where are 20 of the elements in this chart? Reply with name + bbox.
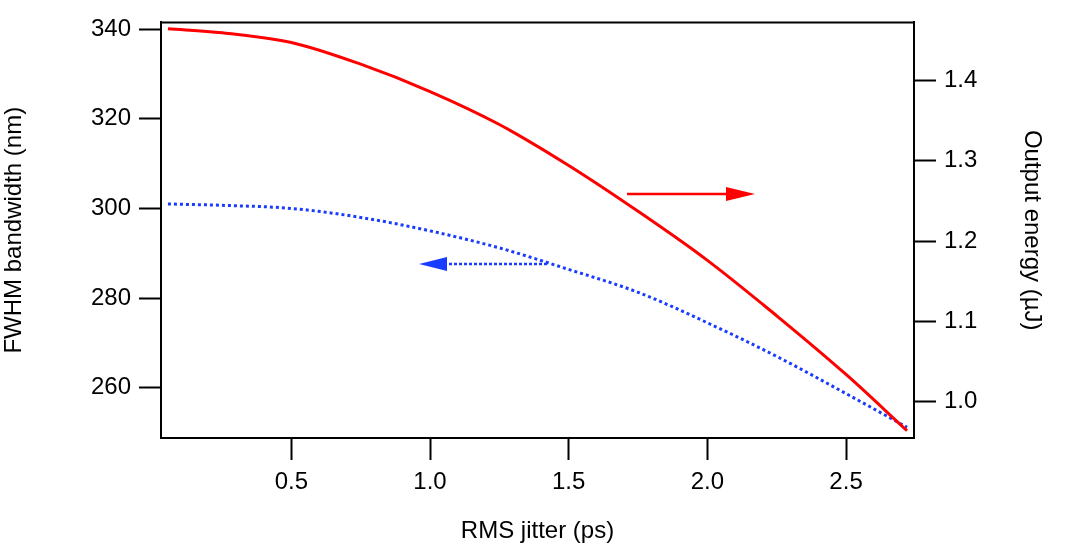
x-tick-label: 2.0 bbox=[690, 467, 725, 495]
y-tick-label: 280 bbox=[90, 282, 131, 310]
y-tick-label: 320 bbox=[90, 103, 131, 131]
y-tick-label: 340 bbox=[90, 13, 131, 41]
y2-tick-label: 1.0 bbox=[944, 386, 978, 414]
x-tick-label: 2.5 bbox=[829, 467, 863, 495]
y2-tick-label: 1.1 bbox=[944, 306, 978, 334]
y-tick-label: 260 bbox=[90, 372, 131, 400]
y2-tick-label: 1.4 bbox=[944, 64, 978, 92]
y-axis-title: FWHM bandwidth (nm) bbox=[0, 106, 27, 354]
y2-tick-label: 1.2 bbox=[944, 225, 978, 253]
y2-axis-title: Output energy (µJ) bbox=[1019, 129, 1047, 331]
y-tick-label: 300 bbox=[90, 193, 131, 221]
y2-tick-label: 1.3 bbox=[944, 145, 978, 173]
x-tick-label: 1.5 bbox=[552, 467, 586, 495]
line-series bbox=[166, 27, 909, 433]
x-axis-title: RMS jitter (ps) bbox=[460, 516, 615, 544]
x-tick-label: 0.5 bbox=[274, 467, 309, 495]
x-tick-label: 1.0 bbox=[413, 467, 447, 495]
line-series bbox=[166, 202, 909, 429]
